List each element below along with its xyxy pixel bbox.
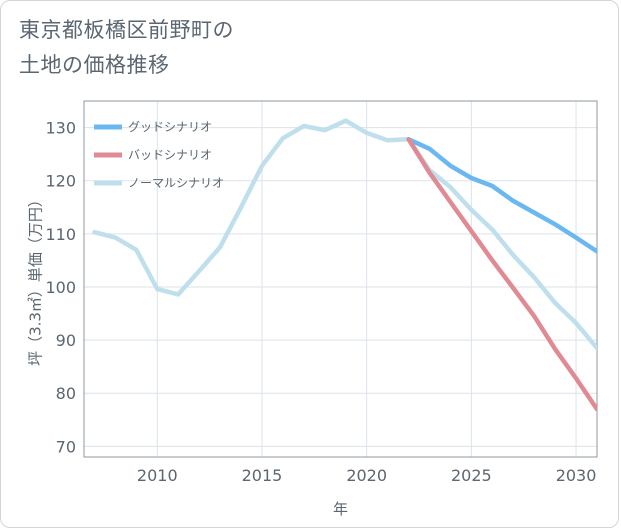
y-axis-title: 坪（3.3㎡）単価（万円） <box>27 192 45 366</box>
series-line-good-scenario <box>406 137 597 254</box>
chart-title-line-1: 東京都板橋区前野町の <box>19 18 234 42</box>
series-lines <box>92 118 597 412</box>
x-tick-label: 2015 <box>242 466 283 485</box>
x-axis-title: 年 <box>333 500 348 518</box>
series-group <box>92 118 597 412</box>
y-tick-label: 80 <box>56 384 76 403</box>
y-tick-label: 70 <box>56 437 76 456</box>
legend-label-good: グッドシナリオ <box>128 120 212 134</box>
series-line-normal-scenario <box>92 118 597 351</box>
x-tick-label: 2025 <box>451 466 492 485</box>
y-tick-label: 110 <box>45 225 76 244</box>
x-tick-label: 2010 <box>137 466 178 485</box>
y-tick-label: 90 <box>56 331 76 350</box>
y-tick-label: 130 <box>45 119 76 138</box>
y-tick-label: 100 <box>45 278 76 297</box>
grid-lines <box>84 101 597 457</box>
legend-label-bad: バッドシナリオ <box>128 148 212 162</box>
legend-label-normal: ノーマルシナリオ <box>128 176 224 190</box>
axes: 70 80 90 100 110 120 130 2010 2015 2020 2025 2030 <box>45 100 598 485</box>
chart-title: 東京都板橋区前野町の 土地の価格推移 <box>19 13 234 83</box>
series-line-bad-scenario <box>406 137 597 412</box>
x-tick-label: 2020 <box>346 466 387 485</box>
chart-title-line-2: 土地の価格推移 <box>19 53 170 77</box>
y-tick-label: 120 <box>45 172 76 191</box>
plot-area-frame <box>83 100 598 458</box>
x-tick-label: 2030 <box>556 466 597 485</box>
